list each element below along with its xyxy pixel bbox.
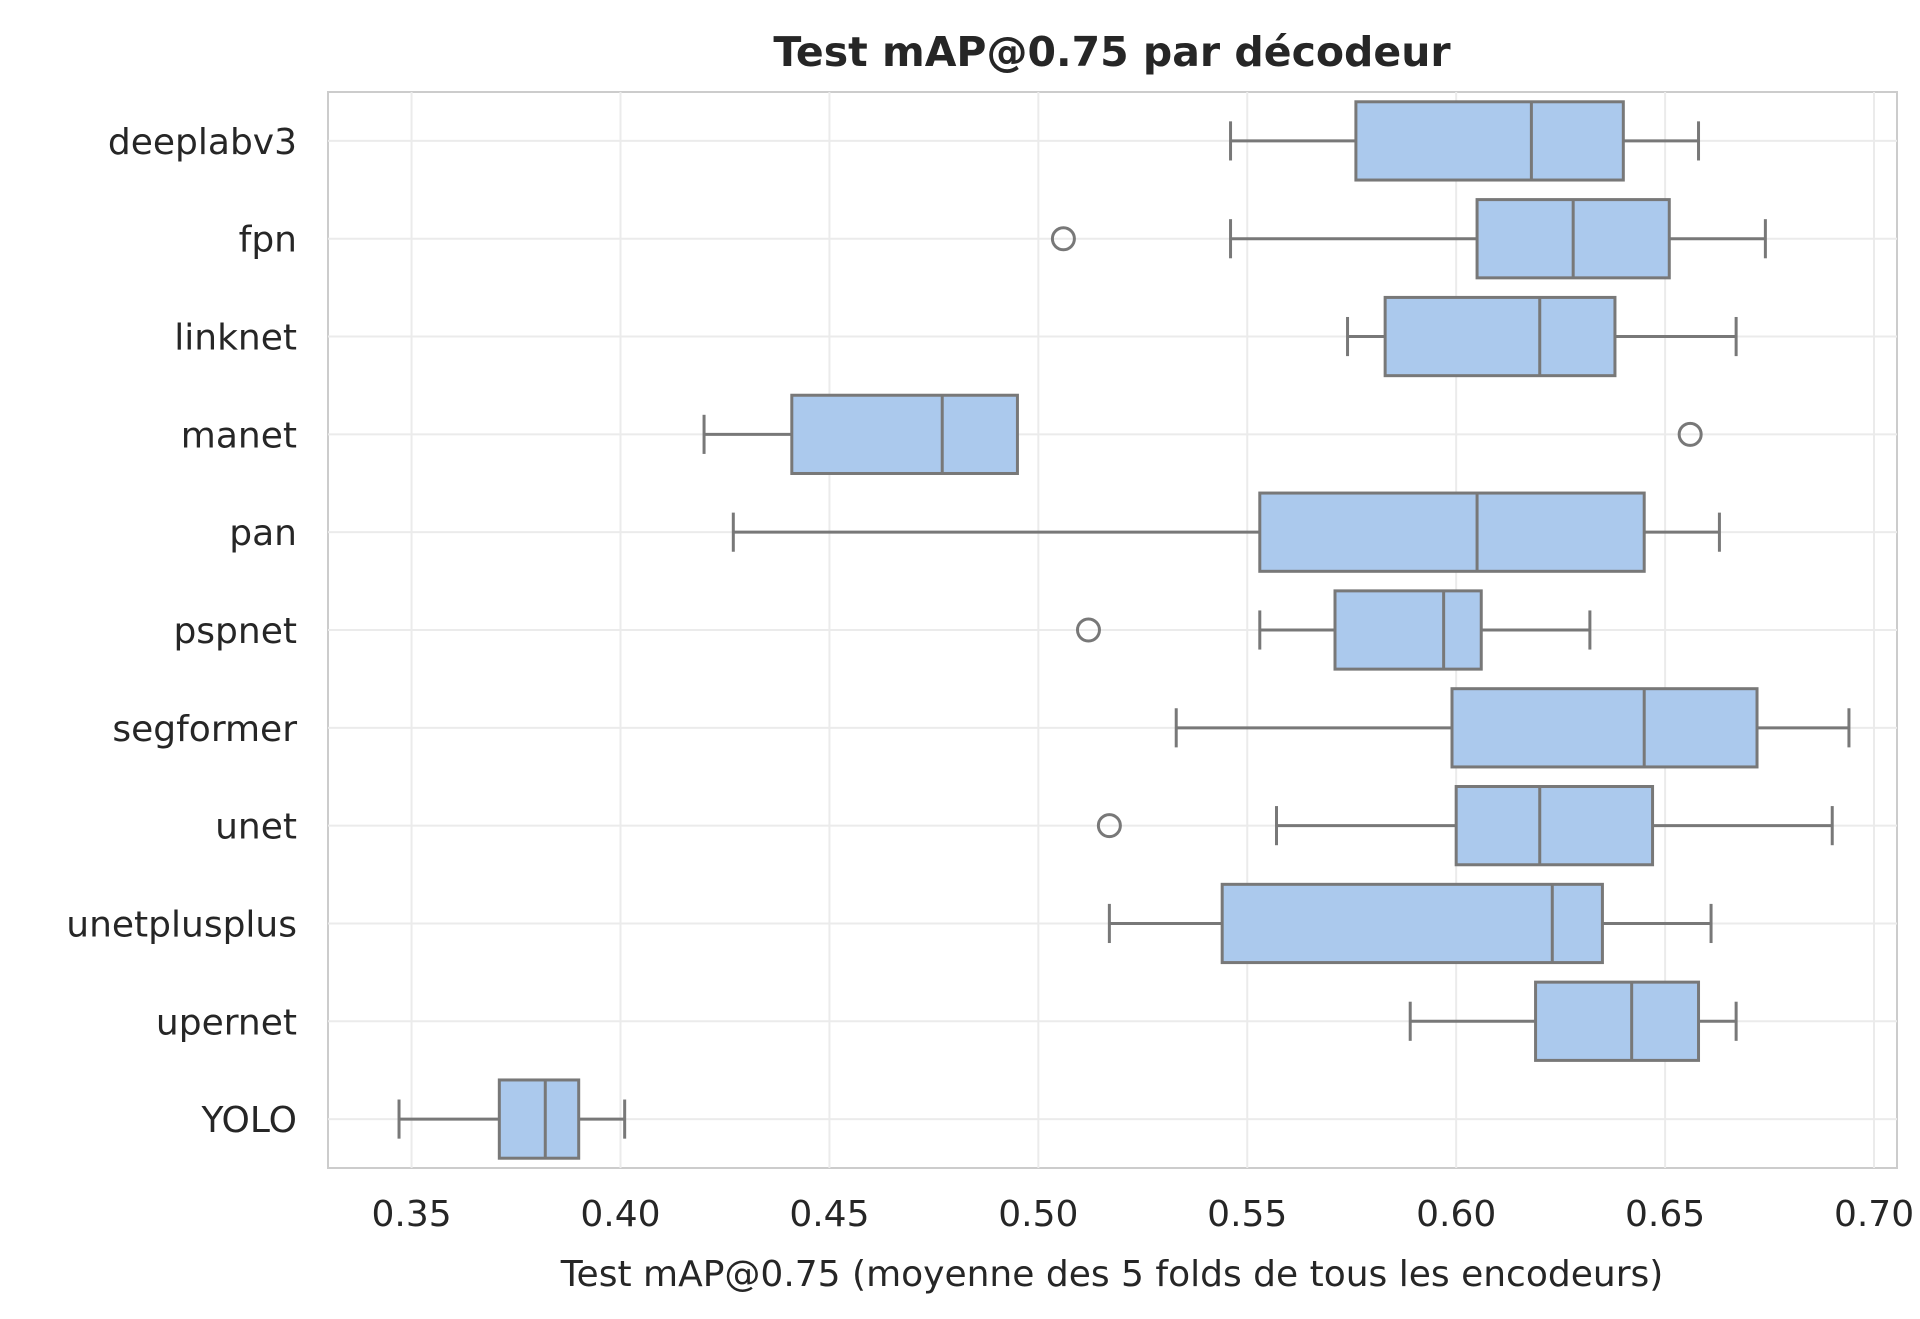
x-tick-label: 0.40 [580,1194,660,1235]
box-pan [731,491,1721,573]
boxes-group [397,100,1851,1160]
y-tick-label: segformer [112,709,297,750]
y-tick-label: linknet [174,318,297,359]
outlier-point [1050,226,1076,252]
y-tick-label: fpn [239,220,297,261]
box-iqr [1454,785,1655,867]
box-iqr [1258,491,1646,573]
box-iqr [790,393,1019,475]
y-gridlines [328,139,1897,1121]
box-deeplabv3 [1229,100,1701,182]
y-tick-label: manet [181,415,297,456]
x-tick-label: 0.65 [1625,1194,1705,1235]
outlier-point [1075,617,1101,643]
x-tick-label: 0.45 [789,1194,869,1235]
box-upernet [1408,980,1738,1062]
box-iqr [1354,100,1625,182]
box-linknet [1346,295,1738,378]
outlier-point [1096,813,1122,839]
box-iqr [1534,980,1701,1062]
y-tick-labels: deeplabv3 fpn linknet manet pan pspnet segform… [66,122,297,1141]
y-tick-label: pan [229,513,297,554]
x-tick-label: 0.60 [1416,1194,1496,1235]
x-tick-label: 0.35 [371,1194,451,1235]
y-tick-label: upernet [156,1002,297,1043]
box-manet [702,393,1703,475]
y-tick-label: deeplabv3 [108,122,297,163]
x-tick-label: 0.50 [998,1194,1078,1235]
box-iqr [497,1078,581,1160]
box-iqr [1383,295,1617,378]
box-iqr [1220,882,1604,965]
box-YOLO [397,1078,627,1160]
box-fpn [1050,198,1767,280]
y-tick-label: unetplusplus [66,904,297,945]
box-iqr [1450,687,1759,769]
box-segformer [1174,687,1851,769]
x-axis-label: Test mAP@0.75 (moyenne des 5 folds de to… [560,1254,1664,1295]
x-tick-label: 0.55 [1207,1194,1287,1235]
outlier-point [1677,421,1703,447]
box-unet [1096,785,1834,867]
y-tick-label: YOLO [201,1100,297,1141]
y-tick-label: unet [215,807,297,848]
x-tick-label: 0.70 [1834,1194,1914,1235]
chart-title: Test mAP@0.75 par décodeur [773,28,1451,76]
box-iqr [1333,589,1483,671]
y-tick-label: pspnet [173,611,297,652]
box-unetplusplus [1107,882,1713,965]
x-tick-labels: 0.35 0.40 0.45 0.50 0.55 0.60 0.65 0.70 [371,1194,1914,1235]
box-pspnet [1075,589,1592,671]
